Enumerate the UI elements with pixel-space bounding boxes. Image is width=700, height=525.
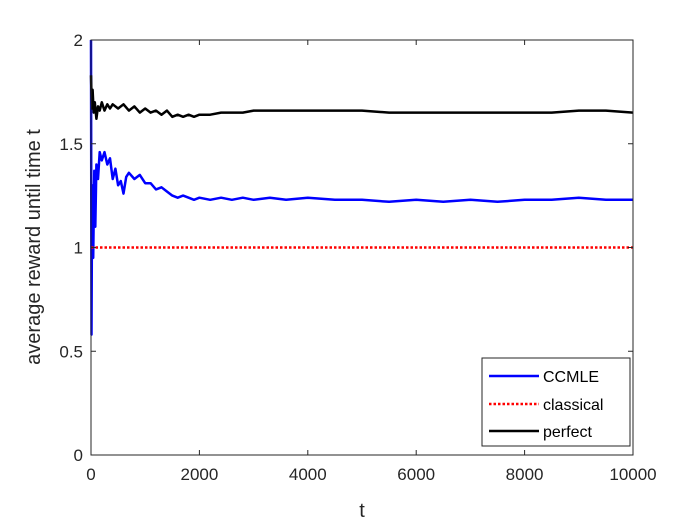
y-tick-label: 2: [74, 31, 83, 50]
series-layer: [89, 39, 634, 336]
x-tick-label: 10000: [609, 465, 656, 484]
y-tick-label: 0.5: [59, 342, 83, 361]
x-tick-label: 4000: [289, 465, 327, 484]
x-tick-label: 8000: [506, 465, 544, 484]
x-tick-label: 6000: [397, 465, 435, 484]
x-tick-label: 0: [86, 465, 95, 484]
x-axis-title: t: [359, 500, 365, 522]
series-line-ccmle: [89, 39, 633, 336]
legend: CCMLE classical perfect: [481, 357, 631, 447]
legend-label-classical: classical: [543, 397, 603, 414]
legend-label-perfect: perfect: [543, 424, 592, 441]
series-line-perfect: [89, 75, 634, 121]
y-tick-label: 1: [74, 239, 83, 258]
y-axis-title: average reward until time t: [23, 129, 45, 365]
ticks-layer: 0 2000 4000 6000 8000 10000 0 0.5 1 1.5 2: [59, 31, 656, 484]
y-tick-label: 0: [74, 446, 83, 465]
y-tick-label: 1.5: [59, 135, 83, 154]
x-tick-label: 2000: [180, 465, 218, 484]
legend-label-ccmle: CCMLE: [543, 369, 599, 386]
